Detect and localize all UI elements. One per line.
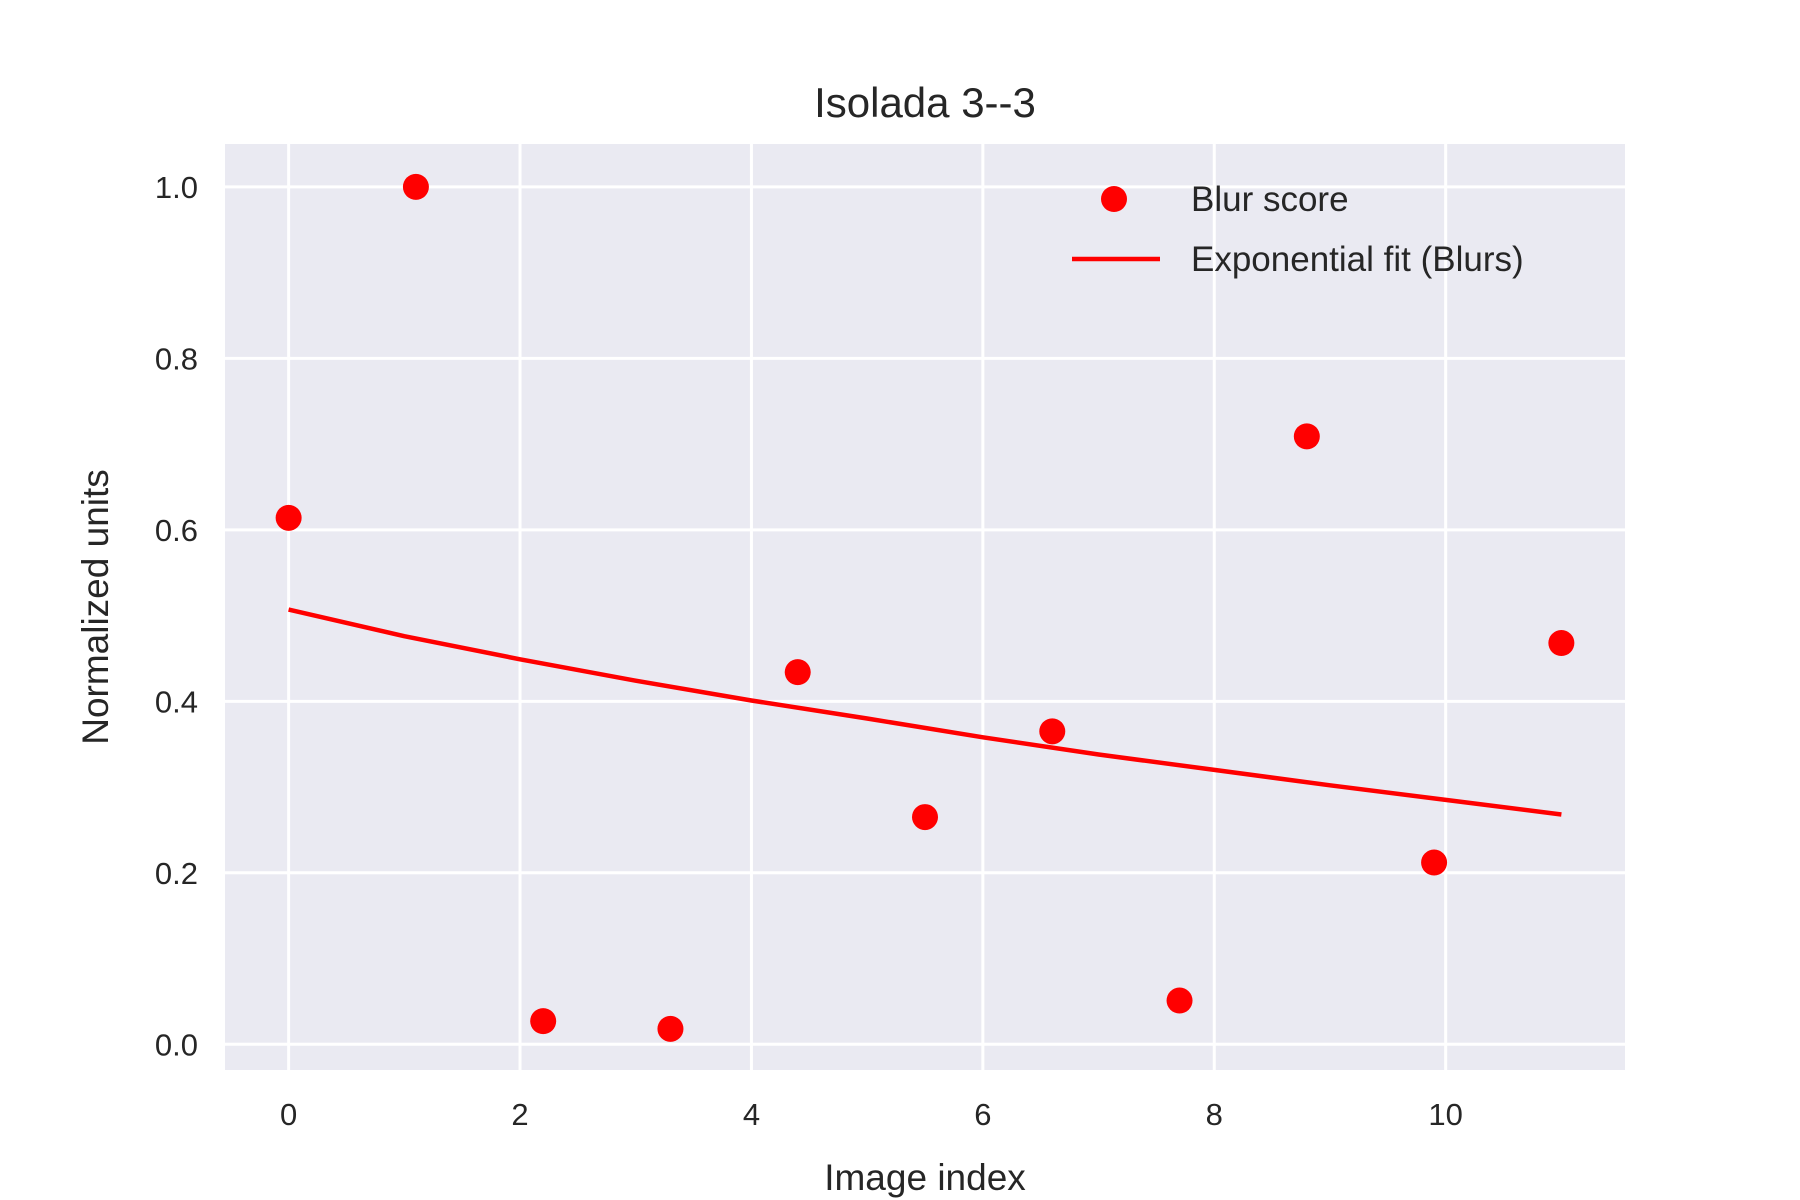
x-tick-label: 8 [1206,1097,1223,1132]
chart-title: Isolada 3--3 [814,79,1036,126]
legend-label-blur-score: Blur score [1191,180,1349,219]
x-axis-label: Image index [824,1157,1026,1198]
y-tick-label: 0.0 [155,1027,198,1062]
data-point-blur-score [1548,630,1575,657]
y-tick-label: 0.8 [155,341,198,376]
x-tick-label: 4 [743,1097,760,1132]
fit-layer [288,607,1562,817]
x-tick-label: 10 [1428,1097,1462,1132]
data-point-blur-score [275,504,302,531]
legend-label-exponential-fit: Exponential fit (Blurs) [1191,240,1524,279]
y-tick-label: 1.0 [155,170,198,205]
grid [225,144,1625,1070]
data-point-blur-score [530,1008,557,1035]
fit-line-exponential [288,607,1562,817]
plot-area [225,144,1625,1070]
data-point-blur-score [402,173,429,200]
data-point-blur-score [1166,987,1193,1014]
y-axis-label: Normalized units [75,469,116,745]
y-tick-label: 0.4 [155,684,198,719]
y-tick-label: 0.2 [155,856,198,891]
data-point-blur-score [784,659,811,686]
y-tick-labels: 0.0 0.2 0.4 0.6 0.8 1.0 [155,170,198,1062]
legend: Blur score Exponential fit (Blurs) [1072,180,1524,279]
data-point-blur-score [912,804,938,831]
x-tick-label: 0 [280,1097,297,1132]
points-layer [275,173,1575,1042]
data-point-blur-score [1039,718,1066,745]
legend-marker-blur-score [1101,186,1127,212]
x-tick-label: 6 [974,1097,991,1132]
data-point-blur-score [1293,423,1320,450]
data-point-blur-score [657,1015,684,1042]
data-point-blur-score [1421,849,1448,876]
x-tick-labels: 0 2 4 6 8 10 [280,1097,1463,1132]
y-tick-label: 0.6 [155,513,198,548]
x-tick-label: 2 [511,1097,528,1132]
